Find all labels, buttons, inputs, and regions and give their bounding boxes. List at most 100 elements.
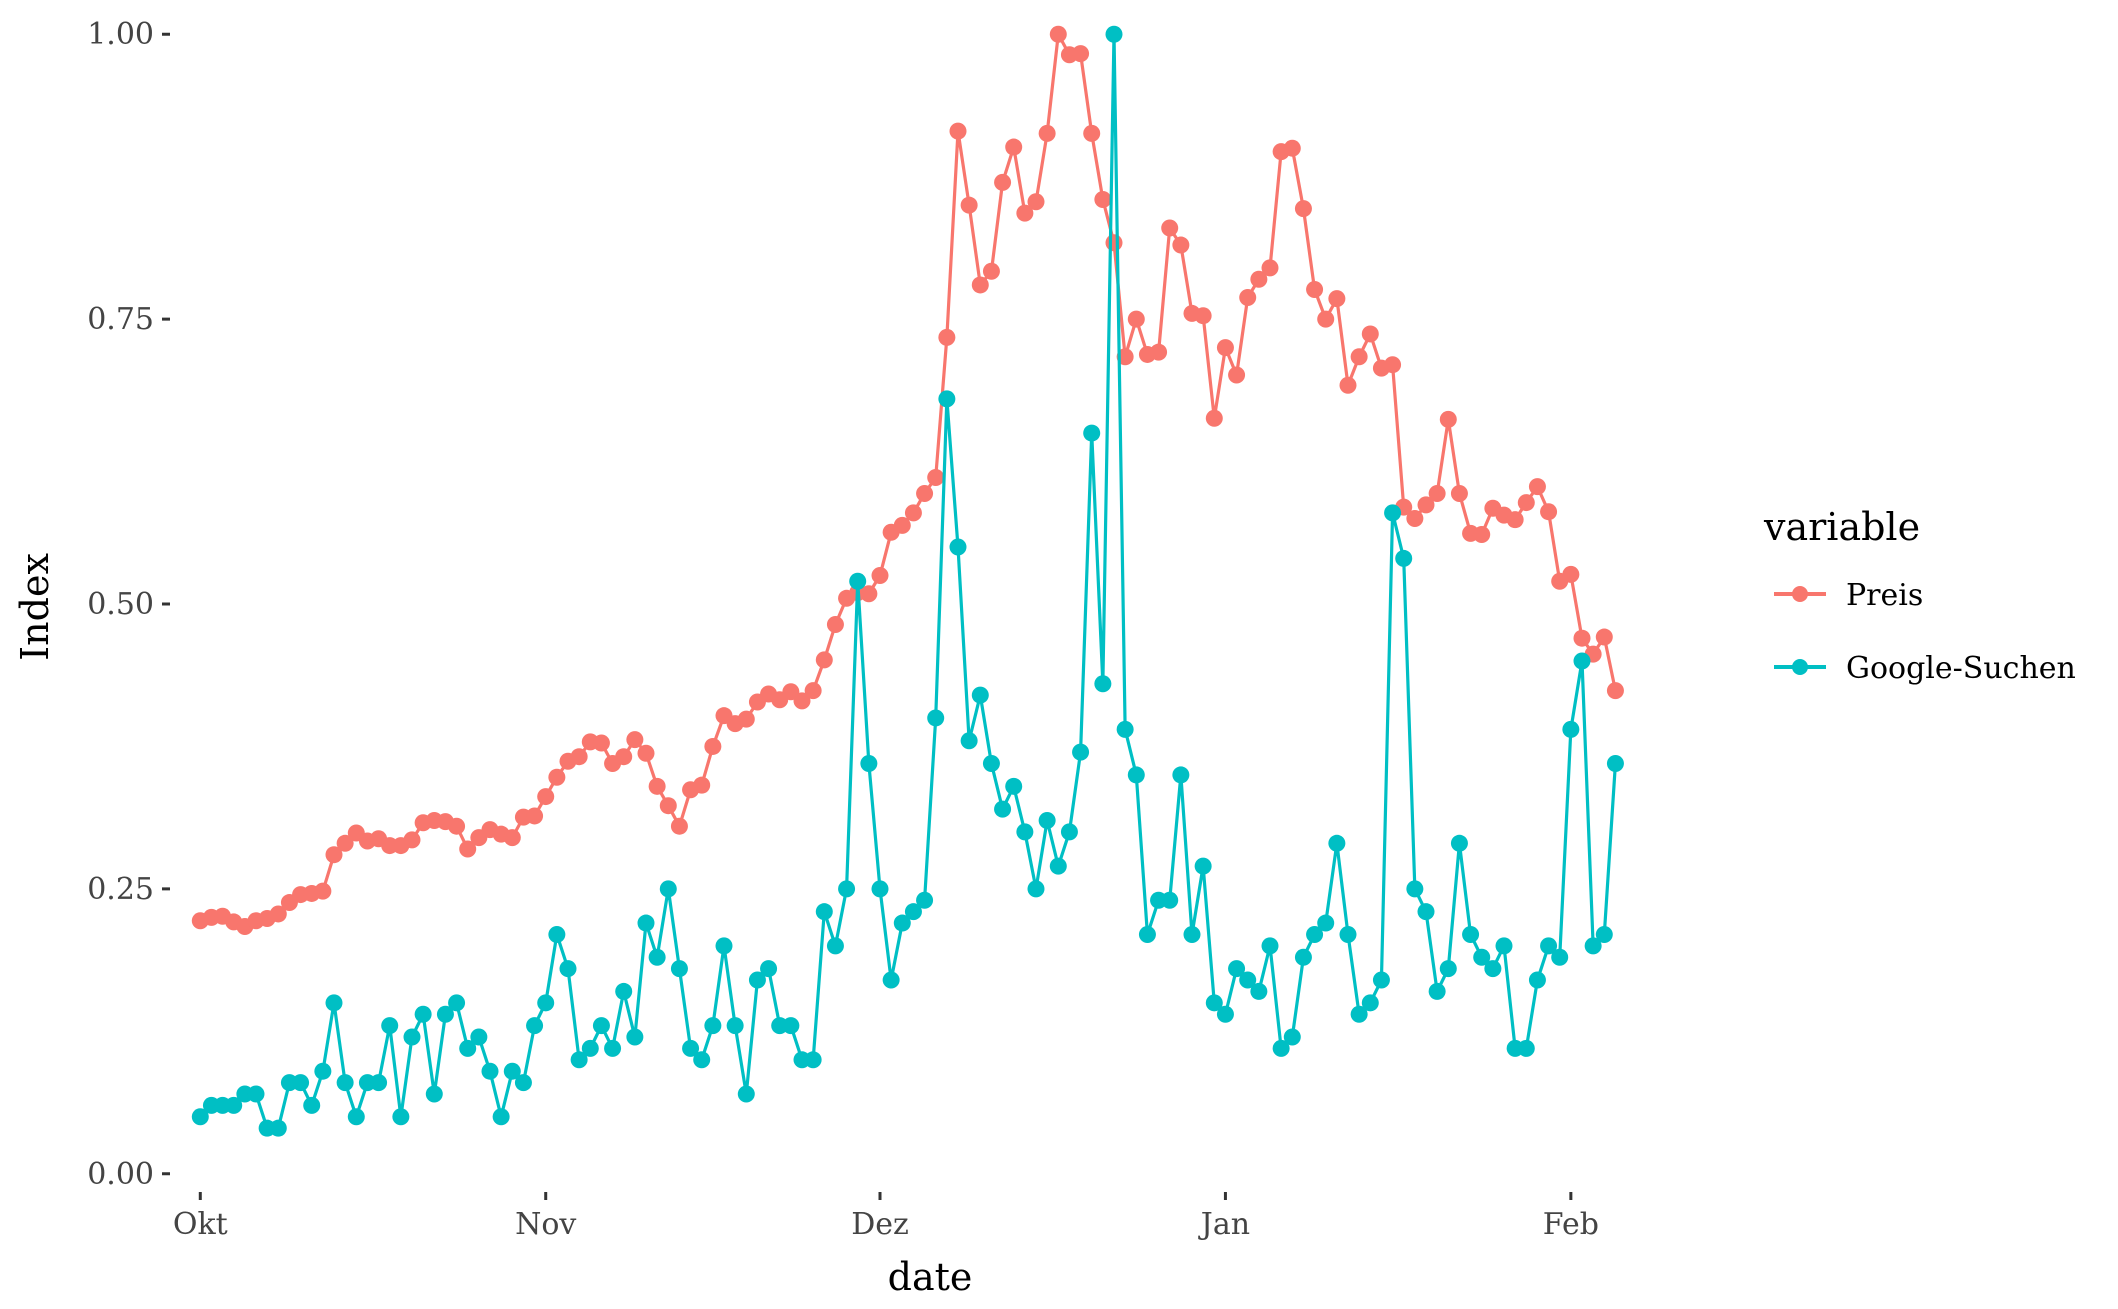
- data-point-google-suchen: [1216, 1005, 1234, 1023]
- data-point-preis: [1172, 236, 1190, 254]
- data-point-preis: [592, 734, 610, 752]
- data-point-preis: [537, 788, 555, 806]
- data-point-preis: [670, 817, 688, 835]
- data-point-google-suchen: [269, 1119, 287, 1137]
- data-point-preis: [570, 748, 588, 766]
- data-point-preis: [1294, 200, 1312, 218]
- data-point-google-suchen: [682, 1039, 700, 1057]
- data-point-google-suchen: [604, 1039, 622, 1057]
- data-point-google-suchen: [615, 982, 633, 1000]
- data-point-preis: [693, 776, 711, 794]
- data-point-google-suchen: [537, 994, 555, 1012]
- data-point-google-suchen: [570, 1051, 588, 1069]
- data-point-preis: [793, 692, 811, 710]
- data-point-google-suchen: [871, 880, 889, 898]
- data-point-google-suchen: [1138, 925, 1156, 943]
- data-point-google-suchen: [503, 1062, 521, 1080]
- data-point-google-suchen: [1395, 549, 1413, 567]
- data-point-google-suchen: [436, 1005, 454, 1023]
- x-tick-label: Jan: [1198, 1207, 1250, 1242]
- data-point-google-suchen: [1517, 1039, 1535, 1057]
- data-point-google-suchen: [592, 1017, 610, 1035]
- data-point-google-suchen: [1205, 994, 1223, 1012]
- data-point-google-suchen: [1261, 937, 1279, 955]
- data-point-preis: [1194, 307, 1212, 325]
- data-point-preis: [1339, 376, 1357, 394]
- data-point-preis: [637, 744, 655, 762]
- y-tick-label: 0.25: [87, 872, 154, 907]
- data-point-google-suchen: [303, 1096, 321, 1114]
- data-point-preis: [815, 651, 833, 669]
- data-point-google-suchen: [1595, 925, 1613, 943]
- data-point-preis: [1361, 325, 1379, 343]
- data-point-google-suchen: [1495, 937, 1513, 955]
- data-point-google-suchen: [1172, 766, 1190, 784]
- data-point-preis: [503, 829, 521, 847]
- data-point-google-suchen: [459, 1039, 477, 1057]
- data-point-google-suchen: [704, 1017, 722, 1035]
- data-point-google-suchen: [392, 1108, 410, 1126]
- data-point-preis: [1595, 628, 1613, 646]
- data-point-preis: [826, 616, 844, 634]
- data-point-preis: [1161, 219, 1179, 237]
- data-point-preis: [1306, 280, 1324, 298]
- data-point-preis: [1150, 343, 1168, 361]
- y-tick-label: 0.50: [87, 587, 154, 622]
- data-point-google-suchen: [314, 1062, 332, 1080]
- data-point-google-suchen: [581, 1039, 599, 1057]
- data-point-preis: [1439, 410, 1457, 428]
- data-point-google-suchen: [1417, 903, 1435, 921]
- data-point-google-suchen: [1317, 914, 1335, 932]
- data-point-google-suchen: [1339, 925, 1357, 943]
- data-point-google-suchen: [949, 538, 967, 556]
- y-axis-title: Index: [13, 553, 57, 661]
- data-point-google-suchen: [559, 960, 577, 978]
- data-point-preis: [1205, 409, 1223, 427]
- data-point-preis: [1562, 565, 1580, 583]
- data-point-preis: [459, 840, 477, 858]
- data-point-google-suchen: [1038, 812, 1056, 830]
- data-point-preis: [1083, 124, 1101, 142]
- data-point-google-suchen: [782, 1017, 800, 1035]
- data-point-google-suchen: [1350, 1005, 1368, 1023]
- data-point-google-suchen: [904, 903, 922, 921]
- data-point-preis: [1517, 494, 1535, 512]
- data-point-google-suchen: [1239, 971, 1257, 989]
- data-point-preis: [1250, 270, 1268, 288]
- data-point-google-suchen: [1306, 925, 1324, 943]
- data-point-google-suchen: [1060, 823, 1078, 841]
- data-point-google-suchen: [292, 1074, 310, 1092]
- data-point-google-suchen: [1484, 960, 1502, 978]
- legend-label-google-suchen: Google-Suchen: [1846, 651, 2076, 686]
- data-point-preis: [949, 122, 967, 140]
- data-point-preis: [1350, 348, 1368, 366]
- data-point-preis: [1038, 124, 1056, 142]
- data-point-google-suchen: [659, 880, 677, 898]
- data-point-preis: [548, 768, 566, 786]
- y-axis: 0.00 0.25 0.50 0.75 1.00: [87, 17, 170, 1192]
- data-point-google-suchen: [1384, 504, 1402, 522]
- data-point-preis: [737, 710, 755, 728]
- data-point-google-suchen: [748, 971, 766, 989]
- data-point-google-suchen: [1439, 960, 1457, 978]
- data-point-google-suchen: [1083, 424, 1101, 442]
- data-point-preis: [626, 731, 644, 749]
- data-point-preis: [1261, 259, 1279, 277]
- data-point-preis: [615, 748, 633, 766]
- data-point-google-suchen: [971, 686, 989, 704]
- x-tick-label: Nov: [515, 1207, 576, 1242]
- x-tick-label: Feb: [1543, 1207, 1599, 1242]
- data-point-preis: [927, 469, 945, 487]
- data-point-google-suchen: [370, 1074, 388, 1092]
- data-point-google-suchen: [1283, 1028, 1301, 1046]
- data-point-google-suchen: [514, 1074, 532, 1092]
- data-point-preis: [1506, 511, 1524, 529]
- data-point-google-suchen: [448, 994, 466, 1012]
- data-point-google-suchen: [982, 755, 1000, 773]
- data-point-google-suchen: [626, 1028, 644, 1046]
- data-point-preis: [1528, 478, 1546, 496]
- data-point-google-suchen: [403, 1028, 421, 1046]
- data-point-google-suchen: [1027, 880, 1045, 898]
- data-point-preis: [526, 807, 544, 825]
